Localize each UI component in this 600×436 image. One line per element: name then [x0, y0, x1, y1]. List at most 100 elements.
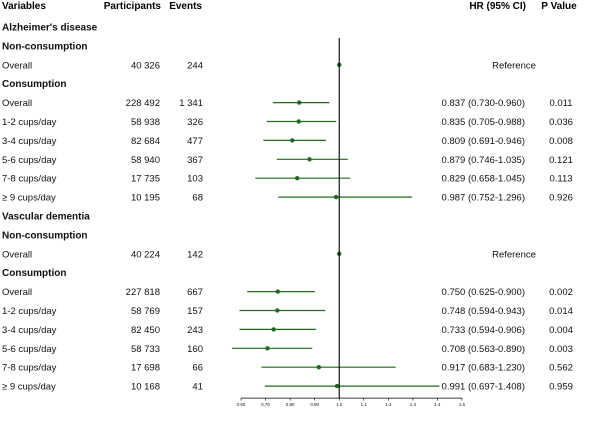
- hr-ci-value: Reference: [492, 60, 536, 71]
- events-value: 243: [187, 325, 203, 336]
- hr-point: [290, 138, 295, 143]
- row-label: ≥ 9 cups/day: [2, 193, 56, 204]
- x-tick-label: 0.70: [261, 402, 270, 407]
- hr-ci-value: 0.829 (0.658-1.045): [442, 174, 525, 185]
- row-label: 1-2 cups/day: [2, 117, 57, 128]
- events-value: 157: [187, 306, 203, 317]
- header-p-value: P Value: [541, 1, 577, 12]
- x-tick-label: 1.0: [336, 402, 343, 407]
- events-value: 142: [187, 249, 203, 260]
- participants-value: 40 224: [131, 249, 160, 260]
- events-value: 477: [187, 136, 203, 147]
- row-label: Overall: [2, 249, 32, 260]
- hr-ci-value: 0.733 (0.594-0.906): [442, 325, 525, 336]
- participants-value: 58 938: [131, 117, 160, 128]
- p-value: 0.121: [549, 155, 573, 166]
- x-tick-label: 0.90: [310, 402, 319, 407]
- p-value: 0.014: [549, 306, 573, 317]
- x-tick-label: 0.60: [237, 402, 246, 407]
- p-value: 0.959: [549, 382, 573, 393]
- group-label: Non-consumption: [2, 230, 88, 241]
- p-value: 0.002: [549, 287, 573, 298]
- events-value: 103: [187, 174, 203, 185]
- hr-ci-value: 0.750 (0.625-0.900): [442, 287, 525, 298]
- hr-point: [333, 194, 339, 200]
- participants-value: 82 450: [131, 325, 160, 336]
- hr-point: [275, 289, 281, 294]
- hr-ci-value: 0.835 (0.705-0.988): [442, 117, 525, 128]
- group-label: Consumption: [2, 268, 66, 279]
- hr-ci-value: 0.809 (0.691-0.946): [442, 136, 525, 147]
- row-label: 1-2 cups/day: [2, 306, 57, 317]
- hr-point: [316, 365, 322, 370]
- header-events: Events: [169, 1, 202, 12]
- participants-value: 17 735: [131, 174, 160, 185]
- row-label: 7-8 cups/day: [2, 363, 57, 374]
- x-tick-label: 1.2: [385, 402, 392, 407]
- participants-value: 227 818: [126, 287, 160, 298]
- header-participants: Participants: [104, 1, 162, 12]
- events-value: 68: [192, 193, 203, 204]
- row-label: 3-4 cups/day: [2, 136, 57, 147]
- p-value: 0.562: [549, 363, 573, 374]
- events-value: 667: [187, 287, 203, 298]
- events-value: 367: [187, 155, 203, 166]
- header-hr: HR (95% CI): [469, 1, 526, 12]
- row-label: Overall: [2, 60, 32, 71]
- events-value: 244: [187, 60, 203, 71]
- p-value: 0.011: [549, 98, 572, 109]
- section-label: Vascular dementia: [2, 212, 90, 223]
- p-value: 0.926: [549, 193, 573, 204]
- hr-point: [265, 346, 270, 351]
- p-value: 0.003: [549, 344, 573, 355]
- hr-point: [275, 308, 280, 313]
- row-label: 5-6 cups/day: [2, 155, 57, 166]
- x-tick-label: 1.5: [459, 402, 466, 407]
- hr-ci-value: 0.987 (0.752-1.296): [442, 193, 525, 204]
- x-tick-label: 1.1: [361, 402, 368, 407]
- hr-ci-value: 0.917 (0.683-1.230): [442, 363, 525, 374]
- events-value: 41: [192, 382, 203, 393]
- participants-value: 82 684: [131, 136, 160, 147]
- p-value: 0.036: [549, 117, 573, 128]
- p-value: 0.004: [549, 325, 573, 336]
- header-variables: Variables: [2, 1, 46, 12]
- group-label: Consumption: [2, 79, 66, 90]
- hr-point: [307, 157, 312, 162]
- hr-ci-value: 0.991 (0.697-1.408): [442, 382, 525, 393]
- participants-value: 58 769: [131, 306, 160, 317]
- hr-ci-value: 0.837 (0.730-0.960): [442, 98, 525, 109]
- participants-value: 228 492: [126, 98, 160, 109]
- x-tick-label: 0.80: [286, 402, 295, 407]
- participants-value: 17 698: [131, 363, 160, 374]
- p-value: 0.008: [549, 136, 573, 147]
- x-axis: 0.60 0.70 0.80 0.90 1.0 1.1 1.2 1.3 1.4 1.5: [237, 37, 466, 407]
- participants-value: 10 168: [131, 382, 160, 393]
- events-value: 66: [192, 363, 203, 374]
- group-label: Non-consumption: [2, 41, 88, 52]
- row-label: 7-8 cups/day: [2, 174, 57, 185]
- participants-value: 58 940: [131, 155, 160, 166]
- hr-ci-value: 0.748 (0.594-0.943): [442, 306, 525, 317]
- p-value: 0.113: [549, 174, 572, 185]
- participants-value: 58 733: [131, 344, 160, 355]
- row-label: Overall: [2, 287, 32, 298]
- row-label: 5-6 cups/day: [2, 344, 57, 355]
- section-label: Alzheimer's disease: [2, 23, 98, 34]
- x-tick-label: 1.4: [434, 402, 441, 407]
- hr-point: [296, 100, 302, 105]
- header-row: Variables Participants Events HR (95% CI…: [2, 1, 577, 12]
- hr-ci-value: 0.879 (0.746-1.035): [442, 155, 525, 166]
- hr-point: [271, 327, 276, 332]
- events-value: 326: [187, 117, 203, 128]
- hr-ci-value: Reference: [492, 249, 536, 260]
- events-value: 1 341: [179, 98, 203, 109]
- forest-marks: [231, 62, 440, 389]
- hr-point: [295, 176, 300, 181]
- participants-value: 10 195: [131, 193, 160, 204]
- row-label: ≥ 9 cups/day: [2, 382, 56, 393]
- hr-ci-value: 0.708 (0.563-0.890): [442, 344, 525, 355]
- table-rows: Alzheimer's disease Non-consumption Overal…: [2, 23, 573, 393]
- row-label: Overall: [2, 98, 32, 109]
